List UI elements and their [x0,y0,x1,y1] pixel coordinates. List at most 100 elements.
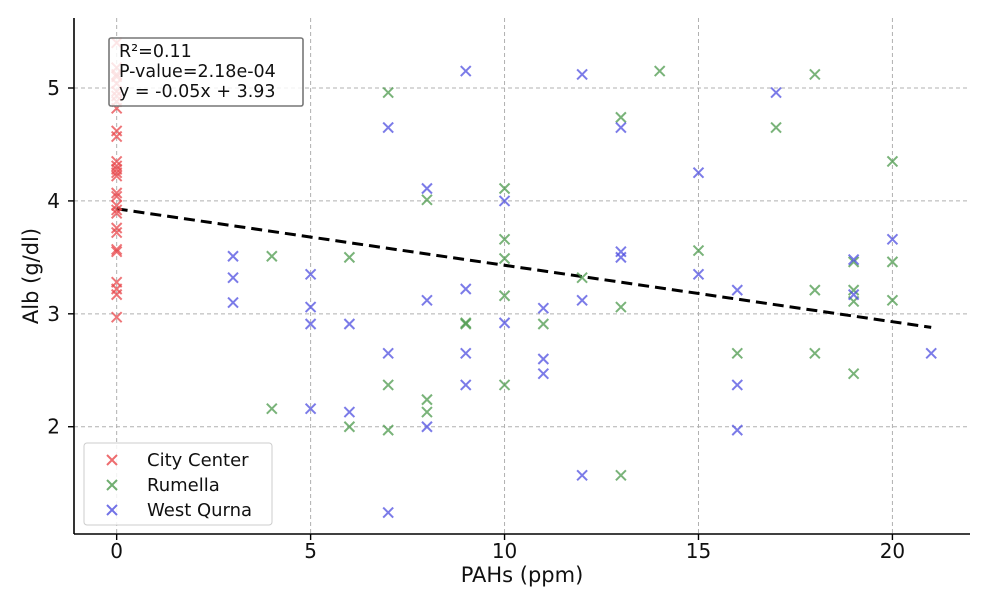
point-rumella [886,256,899,268]
point-city-center [110,207,123,220]
legend-label: City Center [147,450,249,471]
point-city-center [110,311,123,323]
point-west-qurna [304,301,317,313]
point-city-center [110,130,123,143]
point-rumella [847,367,860,380]
point-rumella [382,86,394,99]
point-west-qurna [576,469,588,481]
point-rumella [421,393,433,406]
point-rumella [615,469,627,481]
point-city-center [110,166,123,179]
point-west-qurna [925,347,937,360]
point-rumella [498,290,511,302]
point-rumella [809,347,821,360]
point-rumella [731,347,743,360]
point-city-center [110,246,123,258]
legend-marker [106,479,118,491]
point-west-qurna [304,318,317,330]
point-rumella [266,402,278,415]
point-rumella [498,182,511,195]
point-rumella [382,379,394,391]
legend-label: West Qurna [147,500,252,521]
x-tick-label: 10 [492,539,517,563]
point-west-qurna [731,284,743,296]
point-rumella [343,251,356,264]
point-city-center [110,288,123,301]
point-west-qurna [421,421,433,433]
point-west-qurna [304,402,317,415]
point-west-qurna [343,406,356,418]
point-rumella [382,424,394,436]
point-west-qurna [731,379,743,391]
y-ticks: 2 3 4 5 [47,76,74,439]
point-rumella [266,250,278,262]
point-rumella [847,256,860,268]
legend: City Center Rumella West Qurna [83,442,273,526]
point-west-qurna [460,379,472,391]
point-city-center [110,243,123,256]
stats-box-frame [108,37,304,107]
point-west-qurna [576,294,588,306]
legend-label: Rumella [147,475,220,496]
point-west-qurna [382,347,394,360]
y-tick-label: 3 [47,302,60,326]
point-city-center [110,170,123,182]
point-rumella [498,233,511,246]
point-west-qurna [382,121,394,134]
stats-box: R²=0.11 P-value=2.18e-04 y = -0.05x + 3.… [108,37,304,107]
point-west-qurna [304,268,317,281]
legend-marker [106,454,118,466]
y-tick-label: 4 [47,189,60,213]
point-rumella [692,244,705,257]
y-axis-label: Alb (g/dl) [19,228,43,324]
point-west-qurna [847,288,860,301]
point-west-qurna [615,121,627,134]
x-tick-label: 20 [880,539,905,563]
y-tick-label: 5 [47,76,60,100]
point-west-qurna [537,302,550,314]
point-rumella [809,68,821,81]
point-rumella [770,121,782,134]
x-tick-label: 0 [110,539,123,563]
legend-marker [106,504,118,516]
point-rumella [615,111,627,124]
point-rumella [576,271,588,284]
point-west-qurna [731,424,743,436]
point-west-qurna [460,347,472,360]
point-west-qurna [227,296,239,309]
regression-layer [116,207,932,329]
point-west-qurna [382,506,394,519]
point-rumella [809,284,821,296]
point-rumella [847,284,860,296]
x-tick-label: 5 [304,539,317,563]
point-west-qurna [460,283,472,295]
y-tick-label: 2 [47,415,60,439]
point-west-qurna [692,268,705,281]
stats-r2: R²=0.11 [119,42,192,62]
point-rumella [343,421,356,433]
point-city-center [110,187,123,199]
point-west-qurna [460,65,472,77]
point-west-qurna [421,182,433,195]
point-rumella [498,252,511,265]
point-rumella [886,155,899,168]
x-axis-label: PAHs (ppm) [461,563,584,587]
point-west-qurna [537,367,550,380]
point-rumella [498,379,511,391]
point-rumella [615,301,627,313]
point-rumella [460,318,472,330]
point-west-qurna [886,233,899,246]
point-rumella [421,406,433,418]
point-west-qurna [227,250,239,262]
axes [73,18,970,535]
point-west-qurna [576,68,588,81]
stats-equation: y = -0.05x + 3.93 [119,82,276,102]
point-rumella [421,194,433,206]
point-west-qurna [227,271,239,284]
point-city-center [110,222,123,234]
point-west-qurna [421,294,433,306]
point-rumella [537,318,550,330]
point-city-center [110,190,123,203]
point-rumella [886,294,899,306]
